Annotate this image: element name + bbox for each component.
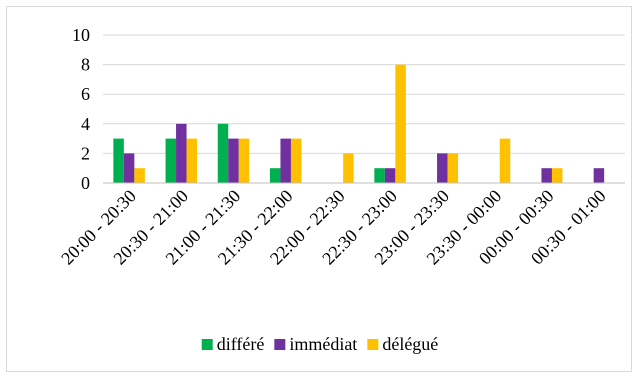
y-tick-label: 2: [81, 143, 90, 163]
bar: [269, 168, 281, 183]
bar: [343, 153, 354, 183]
bar: [134, 168, 145, 183]
bar: [384, 168, 396, 183]
legend-item: immédiat: [274, 334, 357, 354]
bar: [228, 138, 239, 183]
y-tick-label: 6: [81, 84, 90, 104]
legend-item: délégué: [367, 334, 438, 354]
bar: [593, 168, 605, 183]
bar: [280, 138, 291, 183]
legend-label: différé: [217, 334, 265, 354]
legend-label: délégué: [382, 334, 438, 354]
bar: [551, 168, 563, 183]
legend-label: immédiat: [289, 334, 357, 354]
y-tick-label: 8: [81, 55, 90, 75]
legend-item: différé: [201, 334, 265, 354]
bar: [541, 168, 552, 183]
bar: [437, 153, 448, 183]
bar: [113, 138, 124, 183]
bar: [290, 138, 302, 183]
bar: [499, 138, 511, 183]
bar: [238, 138, 250, 183]
chart-frame: 0 2 4 6 8 10 20:00 - 20:30 20:30 - 21:00 21:00 …: [6, 6, 632, 372]
legend-swatch: [367, 339, 379, 350]
legend-swatch: [201, 339, 213, 350]
bar: [217, 123, 229, 183]
y-tick-label: 4: [81, 114, 90, 134]
bar: [447, 153, 459, 183]
legend-swatch: [274, 339, 286, 350]
bar: [176, 123, 187, 183]
bar: [374, 168, 385, 183]
bar: [186, 138, 198, 183]
legend: différé immédiat délégué: [201, 334, 438, 354]
y-tick-label: 0: [81, 173, 90, 193]
bar: [165, 138, 177, 183]
bars: [113, 64, 605, 183]
bar: [395, 64, 406, 183]
gridlines: [103, 34, 625, 154]
y-axis-ticks: 0 2 4 6 8 10: [72, 25, 90, 193]
bar: [123, 153, 135, 183]
y-tick-label: 10: [72, 25, 90, 45]
